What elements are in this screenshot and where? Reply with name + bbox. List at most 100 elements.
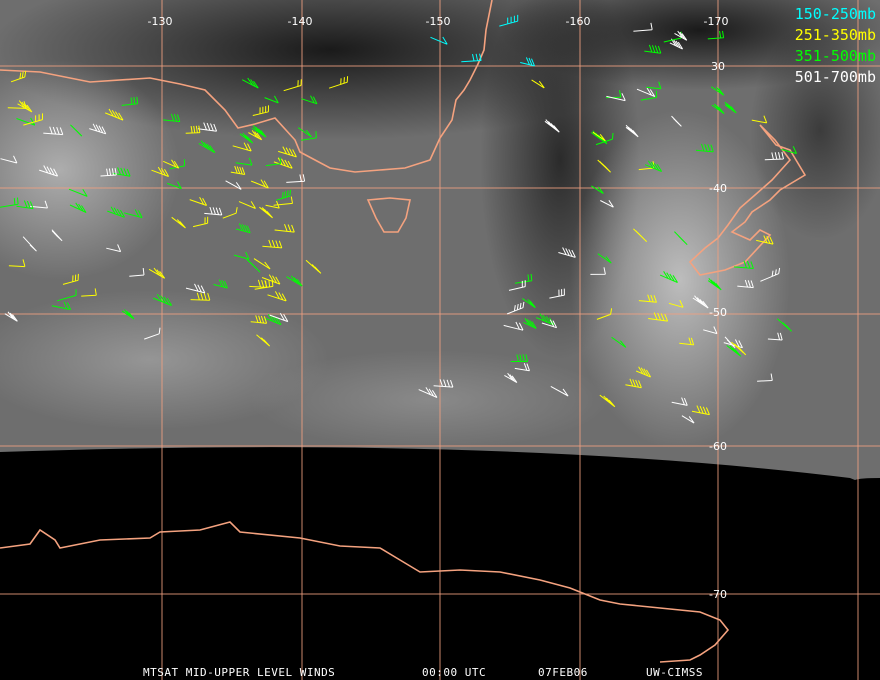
wind-barb <box>301 131 317 141</box>
wind-barb <box>514 273 533 284</box>
wind-barb <box>239 132 254 144</box>
wind-barb <box>550 385 569 397</box>
wind-barb <box>541 319 558 329</box>
wind-barb <box>668 299 684 308</box>
wind-barb <box>297 127 312 138</box>
wind-barb <box>162 159 180 169</box>
wind-barb <box>62 273 79 285</box>
wind-barb <box>185 283 206 294</box>
wind-barb <box>776 318 792 332</box>
latitude-label: -40 <box>709 182 727 195</box>
wind-barb <box>544 119 560 133</box>
wind-barb <box>710 86 725 96</box>
wind-barb <box>81 288 97 297</box>
wind-barbs <box>0 14 797 424</box>
wind-barb <box>238 201 256 209</box>
legend-entry: 150-250mb <box>795 5 876 23</box>
wind-barb <box>591 185 604 195</box>
wind-barb <box>274 224 295 233</box>
wind-barb <box>659 271 678 284</box>
wind-barb <box>669 38 684 50</box>
wind-barb <box>767 332 783 341</box>
wind-barb <box>0 155 18 164</box>
latitude-label: -70 <box>709 588 727 601</box>
wind-barb <box>600 200 614 208</box>
wind-barb <box>56 289 77 302</box>
wind-barb <box>254 279 274 290</box>
wind-barb <box>0 197 19 208</box>
date: 07FEB06 <box>538 666 588 679</box>
longitude-label: -170 <box>704 15 729 28</box>
wind-barb <box>301 95 318 105</box>
wind-barb <box>163 113 181 123</box>
wind-barb <box>644 160 663 173</box>
wind-barb <box>692 295 709 309</box>
wind-barb <box>148 267 166 279</box>
wind-barb <box>105 108 124 121</box>
wind-barb <box>185 125 201 134</box>
wind-barb <box>151 166 170 177</box>
time: 00:00 UTC <box>422 666 486 679</box>
wind-barb <box>259 206 273 219</box>
wind-barb <box>265 200 280 209</box>
wind-barb <box>625 378 642 389</box>
wind-barb <box>251 179 269 189</box>
legend: 150-250mb 251-350mb 351-500mb 501-700mb <box>795 5 876 86</box>
wind-barb <box>261 274 281 285</box>
graticule-labels: -130 -140 -150 -160 -170 30 -40 -50 -60 … <box>148 15 729 601</box>
wind-barb <box>726 345 742 357</box>
longitude-label: -160 <box>566 15 591 28</box>
wind-barb <box>89 123 107 135</box>
wind-barb <box>10 70 27 83</box>
wind-barb <box>121 96 139 106</box>
wind-barb <box>508 280 526 291</box>
wind-barb <box>69 202 87 213</box>
wind-barb <box>267 291 287 302</box>
wind-barb <box>286 275 303 287</box>
wind-barb <box>68 188 88 197</box>
wind-barb <box>70 124 83 137</box>
wind-barb <box>190 292 211 301</box>
wind-barb <box>273 157 293 169</box>
cloud-band <box>250 350 610 450</box>
wind-barb <box>8 259 26 268</box>
wind-barb <box>233 251 250 260</box>
wind-barb <box>241 77 259 89</box>
wind-barb <box>506 301 525 315</box>
wind-barb <box>265 313 282 326</box>
wind-barb <box>638 294 657 303</box>
wind-barb <box>265 156 282 167</box>
wind-barb <box>7 101 27 109</box>
wind-barb <box>499 14 519 27</box>
wind-barb <box>250 315 268 324</box>
longitude-label: -150 <box>426 15 451 28</box>
wind-barb <box>597 253 612 264</box>
wind-barb <box>731 341 747 356</box>
wind-barb <box>558 247 576 258</box>
wind-barb <box>51 301 72 311</box>
wind-barb <box>625 124 639 138</box>
wind-barb <box>51 229 63 242</box>
longitude-label: -140 <box>288 15 313 28</box>
wind-barb <box>262 239 283 249</box>
wind-barb <box>222 207 238 219</box>
wind-barb <box>707 30 725 40</box>
wind-barb <box>504 372 518 384</box>
wind-barb <box>251 125 267 138</box>
wind-barb <box>264 95 279 104</box>
wind-barb <box>760 267 781 282</box>
wind-barb <box>781 146 797 154</box>
wind-barb <box>189 196 208 206</box>
wind-barb <box>256 334 271 347</box>
wind-barb <box>461 53 482 63</box>
wind-barb <box>144 327 161 340</box>
wind-barb <box>605 90 622 99</box>
wind-barb <box>503 321 524 331</box>
wind-barb <box>633 228 648 242</box>
wind-barb <box>418 387 438 398</box>
wind-barb <box>269 312 289 323</box>
wind-barb <box>305 259 322 274</box>
wind-barb <box>734 260 754 269</box>
